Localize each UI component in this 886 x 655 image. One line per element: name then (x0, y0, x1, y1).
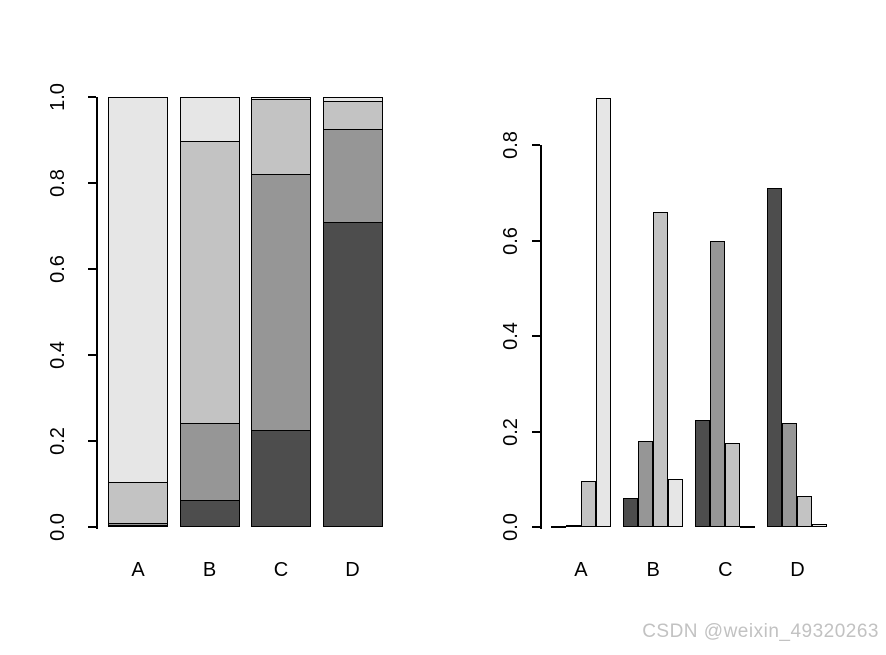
bar-segment-shade-darkest (252, 429, 310, 526)
y-axis-tick (88, 440, 96, 442)
bar-segment-shade-darkest (323, 222, 382, 526)
y-axis-tick-label: 0.8 (500, 131, 522, 159)
bar-segment-shade-darkest (109, 525, 167, 526)
y-axis-tick-label: 0.2 (500, 417, 522, 446)
bar-shade-light (580, 481, 596, 527)
bar (108, 97, 168, 527)
x-axis-label: C (718, 559, 733, 581)
bar-segment-shade-lightest (252, 98, 310, 99)
y-axis-tick-label: 0.0 (500, 513, 522, 541)
bar-shade-light (652, 211, 668, 527)
x-axis-label: B (202, 559, 217, 581)
watermark: CSDN @weixin_49320263 (642, 621, 879, 642)
x-axis-label: D (790, 559, 805, 581)
x-axis-label: A (574, 559, 588, 581)
y-axis-tick (532, 239, 540, 242)
x-axis-label: D (345, 559, 360, 581)
bar-segment-shade-light (180, 140, 239, 424)
bar-shade-dark (565, 525, 581, 528)
bar-shade-darkest (695, 419, 711, 527)
y-axis-tick (532, 526, 540, 528)
x-axis-label: C (273, 559, 289, 581)
bar-shade-light (797, 495, 813, 527)
bar (179, 97, 240, 527)
bar-shade-lightest (595, 98, 611, 527)
bar-shade-light (725, 443, 741, 527)
bar-segment-shade-light (109, 482, 167, 524)
x-axis-label: B (646, 559, 660, 581)
bar-segment-shade-lightest (323, 98, 382, 101)
bar-segment-shade-dark (252, 173, 310, 430)
y-axis-tick-label: 0.4 (500, 322, 522, 350)
bar-segment-shade-dark (109, 523, 167, 526)
y-axis-tick (532, 430, 540, 433)
bar-shade-darkest (550, 526, 566, 528)
y-axis-tick (532, 335, 540, 337)
y-axis-tick (88, 96, 96, 98)
bar-shade-dark (710, 241, 726, 527)
bar-segment-shade-dark (180, 423, 239, 501)
bar-segment-shade-light (252, 98, 310, 174)
y-axis-tick (88, 526, 96, 528)
bar (322, 97, 383, 527)
bar-segment-shade-lightest (180, 98, 239, 141)
y-axis-tick (88, 354, 96, 356)
y-axis-tick (88, 182, 96, 184)
bar-segment-shade-dark (323, 128, 382, 223)
y-axis-tick (532, 144, 540, 146)
bar-segment-shade-light (323, 100, 382, 129)
bar-shade-lightest (740, 526, 756, 528)
bar-segment-shade-darkest (180, 500, 239, 526)
y-axis-tick-label: 0.6 (500, 226, 522, 255)
y-axis-tick (88, 268, 96, 270)
x-axis-label: A (131, 559, 145, 581)
bar-shade-darkest (622, 498, 638, 527)
bar (251, 97, 311, 527)
bar-shade-lightest (667, 479, 683, 527)
bar-shade-dark (637, 441, 653, 527)
bar-segment-shade-lightest (109, 98, 167, 483)
bar-shade-darkest (767, 187, 783, 527)
y-axis-line (540, 145, 542, 529)
bar-shade-lightest (812, 523, 828, 527)
y-axis-line (96, 97, 98, 529)
bar-shade-dark (782, 422, 798, 527)
